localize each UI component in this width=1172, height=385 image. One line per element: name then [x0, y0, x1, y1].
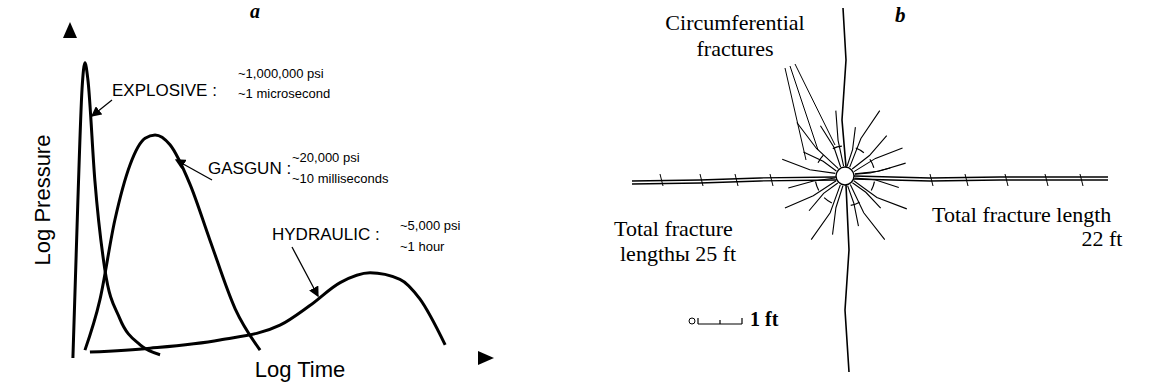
- svg-text:~1 microsecond: ~1 microsecond: [238, 86, 330, 101]
- svg-text:~1,000,000 psi: ~1,000,000 psi: [238, 66, 324, 81]
- svg-text:fractures: fractures: [697, 36, 774, 61]
- svg-text:22 ft: 22 ft: [1082, 226, 1123, 251]
- svg-text:b: b: [895, 3, 906, 27]
- svg-text:~1 hour: ~1 hour: [400, 239, 445, 254]
- svg-text:Log Pressure: Log Pressure: [30, 135, 55, 266]
- svg-text:Total fracture: Total fracture: [614, 216, 733, 241]
- svg-text:Log Time: Log Time: [255, 357, 346, 382]
- svg-text:HYDRAULIC :: HYDRAULIC :: [272, 225, 380, 244]
- svg-text:~10 milliseconds: ~10 milliseconds: [292, 171, 389, 186]
- svg-text:lengthы 25 ft: lengthы 25 ft: [620, 241, 736, 266]
- svg-text:1 ft: 1 ft: [750, 308, 779, 330]
- svg-text:Total fracture length: Total fracture length: [932, 202, 1111, 227]
- svg-text:Circumferential: Circumferential: [665, 10, 804, 35]
- svg-text:~20,000 psi: ~20,000 psi: [292, 150, 360, 165]
- svg-text:GASGUN :: GASGUN :: [208, 159, 291, 178]
- svg-text:a: a: [250, 0, 260, 22]
- svg-text:~5,000 psi: ~5,000 psi: [400, 218, 460, 233]
- svg-text:EXPLOSIVE :: EXPLOSIVE :: [112, 81, 217, 100]
